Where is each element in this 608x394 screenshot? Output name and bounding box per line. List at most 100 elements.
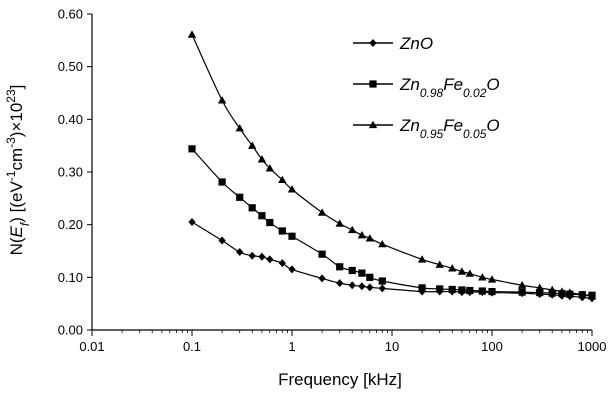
y-tick-label: 0.10 bbox=[58, 270, 83, 285]
data-point bbox=[336, 263, 344, 271]
data-point bbox=[348, 225, 357, 234]
data-point bbox=[218, 178, 226, 186]
legend-item: Zn0.95Fe0.05O bbox=[353, 116, 500, 141]
data-point bbox=[248, 141, 257, 149]
data-point bbox=[418, 287, 426, 296]
y-axis-ticks: 0.00 0.10 0.20 0.30 0.40 0.50 0.60 bbox=[58, 7, 92, 338]
y-tick-label: 0.00 bbox=[58, 323, 83, 338]
series-layer bbox=[187, 30, 597, 303]
data-point bbox=[518, 288, 526, 296]
x-tick-label: 10 bbox=[385, 339, 399, 354]
series-square bbox=[188, 145, 596, 299]
legend-label: Zn0.98Fe0.02O bbox=[399, 75, 500, 100]
data-point bbox=[258, 212, 266, 220]
data-point bbox=[217, 96, 227, 104]
data-point bbox=[288, 265, 296, 274]
x-axis-ticks: 0.01 0.1 1 10 100 1000 bbox=[79, 330, 606, 354]
x-tick-label: 1 bbox=[288, 339, 295, 354]
data-point bbox=[487, 275, 497, 283]
data-point bbox=[278, 259, 286, 268]
data-point bbox=[348, 266, 356, 275]
data-point bbox=[478, 287, 486, 295]
y-tick-label: 0.40 bbox=[58, 112, 83, 127]
data-point bbox=[488, 287, 496, 296]
data-point bbox=[465, 269, 475, 277]
data-point bbox=[478, 273, 487, 281]
data-point bbox=[366, 273, 374, 281]
data-point bbox=[187, 30, 197, 38]
legend-label: Zn0.95Fe0.05O bbox=[399, 116, 500, 141]
data-point bbox=[378, 239, 387, 248]
data-point bbox=[358, 282, 366, 291]
data-point bbox=[378, 284, 386, 293]
data-point bbox=[188, 218, 196, 227]
series-line bbox=[191, 148, 593, 296]
data-point bbox=[335, 219, 344, 227]
data-point bbox=[248, 251, 256, 260]
data-point bbox=[466, 286, 474, 295]
data-point bbox=[336, 279, 344, 288]
data-point bbox=[318, 274, 326, 283]
series-line bbox=[191, 221, 593, 299]
x-axis-label: Frequency [kHz] bbox=[278, 370, 402, 389]
data-point bbox=[248, 204, 256, 212]
legend-marker bbox=[369, 39, 377, 47]
y-tick-label: 0.50 bbox=[58, 59, 83, 74]
data-point bbox=[218, 236, 226, 245]
data-point bbox=[435, 260, 444, 268]
data-point bbox=[266, 218, 274, 227]
data-point bbox=[365, 234, 375, 242]
data-point bbox=[548, 289, 556, 297]
x-tick-label: 0.01 bbox=[79, 339, 104, 354]
legend: ZnO Zn0.98Fe0.02O Zn0.95Fe0.05O bbox=[353, 34, 500, 141]
y-tick-label: 0.20 bbox=[58, 217, 83, 232]
data-point bbox=[266, 255, 274, 264]
data-point bbox=[236, 193, 244, 201]
data-point bbox=[278, 227, 286, 235]
data-point bbox=[257, 155, 267, 163]
legend-marker bbox=[368, 120, 378, 129]
data-point bbox=[278, 175, 287, 184]
data-point bbox=[378, 277, 386, 285]
data-point bbox=[418, 284, 426, 292]
data-point bbox=[288, 232, 296, 240]
series-diamond bbox=[188, 218, 596, 303]
data-point bbox=[448, 264, 457, 272]
data-point bbox=[548, 285, 557, 294]
data-point bbox=[235, 124, 244, 132]
data-point bbox=[565, 288, 575, 296]
x-tick-label: 100 bbox=[481, 339, 503, 354]
data-point bbox=[417, 255, 427, 263]
series-line bbox=[191, 34, 593, 297]
data-point bbox=[348, 281, 356, 290]
legend-item: Zn0.98Fe0.02O bbox=[353, 75, 500, 100]
data-point bbox=[436, 285, 444, 293]
y-axis-label: N(Ef) [(eV-1cm-3)×1023] bbox=[4, 85, 32, 256]
data-point bbox=[557, 287, 567, 295]
x-tick-label: 1000 bbox=[578, 339, 607, 354]
x-tick-label: 0.1 bbox=[183, 339, 201, 354]
data-point bbox=[448, 285, 456, 294]
data-point bbox=[317, 208, 327, 216]
data-point bbox=[358, 269, 366, 277]
data-point bbox=[517, 281, 527, 289]
data-point bbox=[265, 164, 275, 172]
legend-marker bbox=[369, 80, 377, 88]
data-point bbox=[236, 248, 244, 257]
data-point bbox=[587, 292, 597, 300]
data-point bbox=[287, 185, 297, 193]
data-point bbox=[458, 286, 466, 294]
data-point bbox=[366, 283, 374, 292]
data-point bbox=[258, 252, 266, 261]
legend-label: ZnO bbox=[399, 34, 433, 53]
y-tick-label: 0.60 bbox=[58, 7, 83, 22]
series-triangle bbox=[187, 30, 597, 300]
data-point bbox=[578, 290, 587, 298]
y-tick-label: 0.30 bbox=[58, 165, 83, 180]
data-point bbox=[535, 283, 544, 292]
legend-item: ZnO bbox=[353, 34, 433, 53]
data-point bbox=[188, 145, 196, 153]
data-point bbox=[357, 231, 367, 239]
data-point bbox=[536, 289, 544, 297]
